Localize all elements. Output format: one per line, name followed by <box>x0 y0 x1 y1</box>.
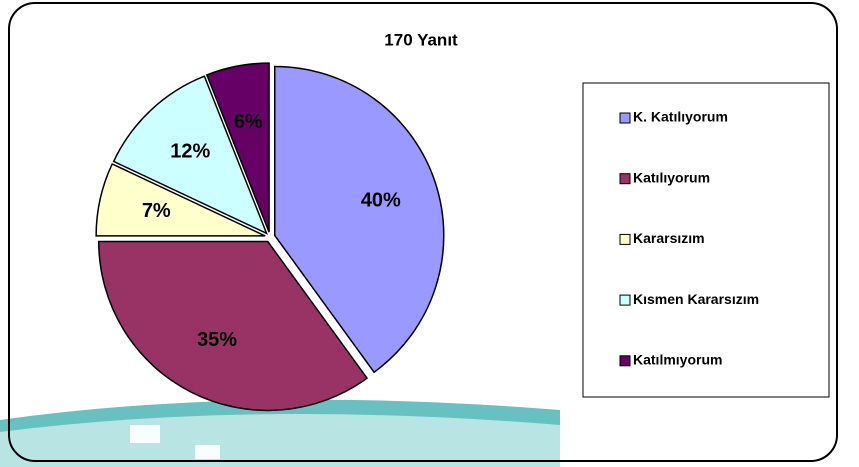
legend-label: Kısmen Kararsızım <box>633 291 759 307</box>
data-label: 7% <box>142 200 171 222</box>
legend-label: K. Katılıyorum <box>633 109 728 125</box>
legend-swatch <box>620 174 630 184</box>
data-label: 35% <box>197 329 237 351</box>
data-label: 40% <box>361 189 401 211</box>
legend-label: Katılmıyorum <box>633 352 722 368</box>
legend-label: Katılıyorum <box>633 169 710 185</box>
legend-swatch <box>620 234 630 244</box>
chart: 170 Yanıt 40% 35% 7% 12% 6% K. Katılıyorum Ka… <box>0 0 859 467</box>
data-label: 12% <box>170 140 210 162</box>
pie: 40% 35% 7% 12% 6% <box>96 63 444 410</box>
legend-label: Kararsızım <box>633 230 705 246</box>
legend-swatch <box>620 356 630 366</box>
legend-swatch <box>620 295 630 305</box>
legend-swatch <box>620 113 630 123</box>
data-label: 6% <box>234 111 263 133</box>
chart-title: 170 Yanıt <box>384 30 458 49</box>
